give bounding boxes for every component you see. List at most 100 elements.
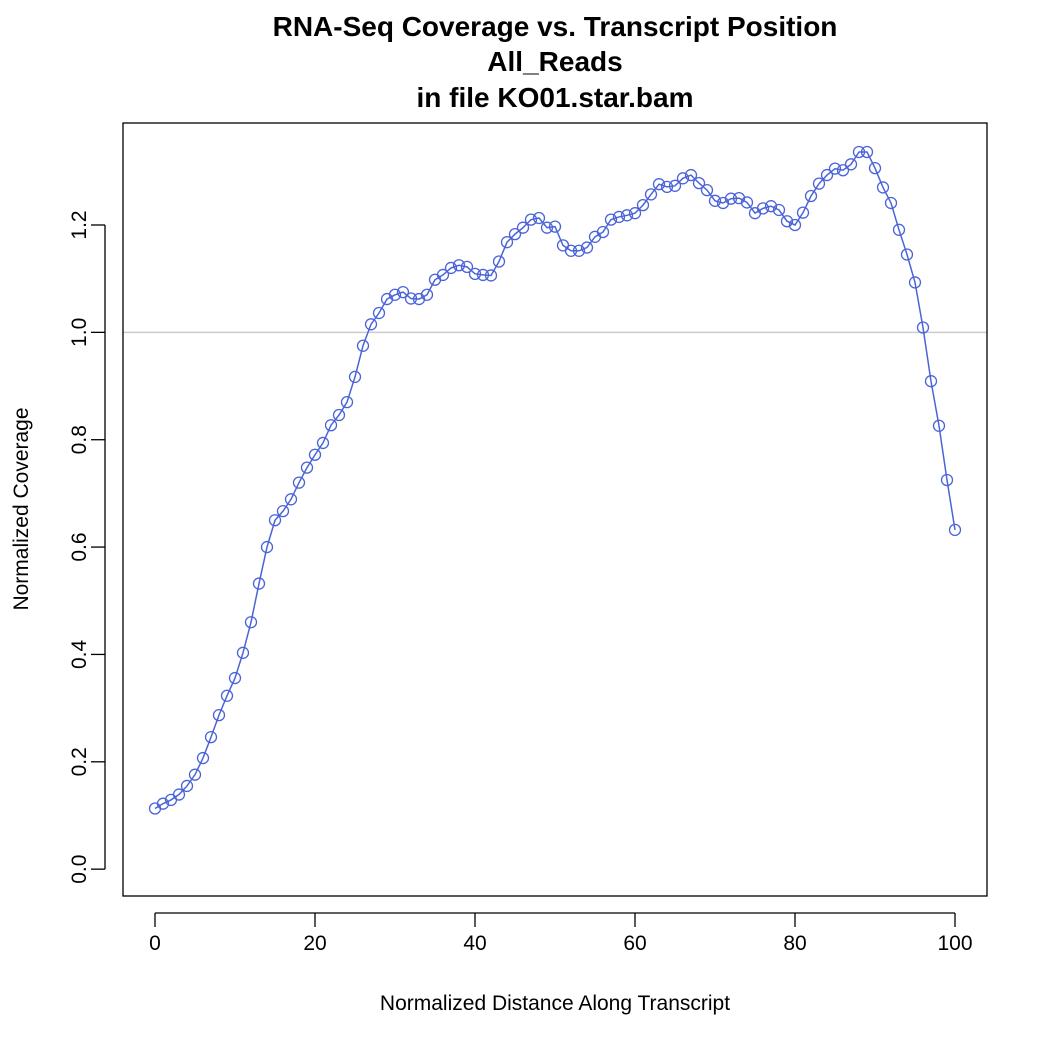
- data-point: [772, 203, 786, 217]
- data-point: [620, 209, 634, 222]
- data-point: [700, 183, 714, 197]
- data-point: [812, 177, 826, 190]
- data-point: [492, 255, 506, 268]
- data-point: [724, 192, 738, 205]
- data-point: [276, 504, 290, 518]
- data-point: [532, 211, 546, 225]
- data-point: [516, 221, 530, 234]
- data-point: [468, 267, 482, 280]
- data-point: [788, 218, 802, 232]
- y-tick-label: 0.8: [68, 425, 91, 454]
- y-tick-label: 0.0: [68, 855, 91, 884]
- data-point: [836, 164, 850, 177]
- data-point: [420, 288, 434, 301]
- y-tick-label: 0.4: [68, 640, 91, 670]
- data-point: [228, 671, 242, 685]
- data-point: [884, 196, 898, 210]
- data-point: [948, 523, 962, 537]
- data-point: [460, 260, 474, 274]
- data-point: [636, 198, 650, 212]
- data-point: [524, 213, 538, 226]
- data-point: [564, 244, 578, 257]
- data-point: [300, 461, 314, 474]
- data-point: [804, 189, 818, 203]
- data-point: [268, 514, 282, 527]
- data-point: [508, 227, 522, 241]
- x-tick-label: 40: [463, 932, 486, 955]
- data-point: [452, 259, 466, 272]
- data-point: [828, 162, 842, 175]
- data-point: [756, 202, 770, 215]
- data-point: [180, 779, 194, 793]
- data-point: [356, 339, 370, 352]
- data-point: [500, 236, 514, 249]
- data-point: [580, 241, 594, 254]
- x-tick-label: 20: [303, 932, 326, 955]
- data-point: [348, 370, 362, 384]
- data-point: [572, 244, 586, 257]
- data-point: [868, 161, 882, 175]
- data-point: [292, 476, 306, 489]
- data-point: [780, 215, 794, 228]
- data-point: [660, 180, 674, 194]
- data-point: [332, 408, 346, 422]
- data-point: [708, 194, 722, 207]
- axes: 0 20 40 60 80 100 0.0 0.2 0.4 0.6 0.8 1.0 1.2: [68, 122, 988, 955]
- data-point: [796, 206, 810, 219]
- series-line: [154, 151, 956, 810]
- data-point: [364, 318, 378, 331]
- data-point: [900, 248, 914, 261]
- y-axis-label: Normalized Coverage: [10, 407, 33, 610]
- data-point: [644, 188, 658, 201]
- data-point: [908, 276, 922, 289]
- data-point: [284, 493, 298, 506]
- y-tick-label: 1.2: [68, 210, 91, 239]
- data-point: [596, 225, 610, 239]
- data-point: [692, 176, 706, 190]
- data-point: [892, 223, 906, 236]
- x-tick-label: 60: [623, 932, 646, 955]
- x-axis-label: Normalized Distance Along Transcript: [380, 992, 730, 1015]
- data-point: [244, 616, 258, 629]
- y-tick-label: 0.2: [68, 747, 91, 776]
- data-point: [316, 436, 330, 450]
- data-point: [740, 196, 754, 209]
- data-point: [940, 473, 954, 487]
- x-tick-label: 80: [783, 932, 806, 955]
- data-point: [340, 395, 354, 409]
- data-point: [852, 145, 866, 159]
- y-tick-label: 0.6: [68, 532, 91, 561]
- data-point: [148, 802, 162, 815]
- data-point: [860, 145, 874, 159]
- data-point: [308, 448, 322, 461]
- data-point: [156, 797, 170, 810]
- data-point: [444, 261, 458, 275]
- data-point: [676, 172, 690, 185]
- data-point: [204, 730, 218, 744]
- data-point: [236, 646, 250, 659]
- data-point: [684, 168, 698, 182]
- data-point: [924, 375, 938, 388]
- data-point: [668, 179, 682, 192]
- x-tick-label: 100: [937, 932, 972, 955]
- chart-subtitle-file: in file KO01.star.bam: [417, 82, 694, 113]
- data-point: [388, 288, 402, 301]
- data-point: [196, 751, 210, 765]
- data-point: [540, 221, 554, 234]
- data-point: [476, 268, 490, 282]
- data-point: [604, 213, 618, 226]
- data-point: [820, 168, 834, 182]
- data-point: [396, 285, 410, 299]
- data-point: [252, 577, 266, 590]
- data-point: [628, 207, 642, 220]
- chart-title: RNA-Seq Coverage vs. Transcript Position: [273, 11, 838, 42]
- data-point: [188, 768, 202, 781]
- data-point: [404, 292, 418, 305]
- data-point: [436, 268, 450, 282]
- data-point: [932, 419, 946, 432]
- data-point: [484, 269, 498, 282]
- data-point: [212, 708, 226, 722]
- data-point: [612, 210, 626, 224]
- data-point: [548, 220, 562, 233]
